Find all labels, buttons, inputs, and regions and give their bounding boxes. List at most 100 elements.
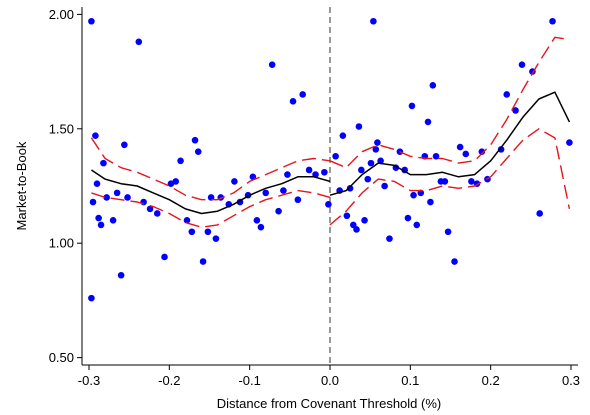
scatter-point (284, 171, 291, 178)
scatter-point (100, 159, 107, 167)
scatter-point (95, 214, 102, 222)
scatter-point (410, 191, 417, 199)
x-tick-label: -0.3 (78, 373, 100, 388)
scatter-point (381, 182, 388, 190)
scatter-point (92, 132, 99, 139)
scatter-point (161, 253, 168, 261)
scatter-points (88, 17, 573, 302)
x-tick-label: 0.0 (321, 373, 339, 388)
scatter-point (289, 98, 297, 105)
scatter-point (386, 235, 393, 242)
scatter-point (109, 217, 117, 224)
scatter-point (370, 17, 377, 25)
scatter-point (88, 294, 95, 302)
scatter-point (427, 198, 434, 206)
scatter-point (262, 189, 270, 197)
x-tick-label: -0.1 (238, 373, 260, 388)
scatter-point (462, 150, 470, 158)
scatter-point (212, 235, 220, 242)
scatter-point (204, 228, 212, 236)
scatter-point (103, 194, 110, 201)
x-tick-label: 0.1 (401, 373, 419, 388)
scatter-point (364, 175, 372, 183)
line-ci-lower-left (91, 189, 331, 228)
scatter-point (372, 146, 380, 153)
y-tick-label: 2.00 (49, 7, 74, 22)
scatter-point (451, 258, 458, 265)
scatter-point (97, 221, 105, 229)
y-axis-label: Market-to-Book (14, 141, 29, 230)
x-axis-label: Distance from Covenant Threshold (%) (217, 396, 441, 411)
scatter-point (191, 136, 199, 144)
scatter-point (408, 102, 416, 110)
scatter-point (113, 189, 121, 197)
scatter-point (199, 258, 207, 265)
scatter-point (512, 107, 519, 114)
scatter-point (444, 228, 452, 236)
scatter-point (497, 146, 505, 153)
scatter-point (468, 178, 475, 185)
scatter-point (294, 196, 302, 204)
scatter-point (404, 214, 412, 222)
series-layer (88, 7, 573, 365)
scatter-point (355, 123, 363, 130)
scatter-point (275, 207, 282, 215)
scatter-point (172, 178, 180, 185)
y-tick-label: 1.50 (49, 121, 74, 136)
scatter-point (183, 217, 191, 224)
scatter-point (424, 118, 432, 126)
scatter-point (146, 205, 154, 213)
line-fit-left (90, 169, 331, 215)
scatter-point (349, 221, 357, 229)
scatter-point (321, 168, 328, 176)
line-ci-lower-right (329, 128, 571, 226)
line-fit-right (329, 91, 571, 196)
scatter-point (135, 38, 143, 46)
scatter-point (268, 61, 276, 69)
scatter-point (188, 228, 196, 236)
scatter-point (249, 173, 257, 181)
scatter-point (93, 180, 101, 188)
scatter-point (117, 271, 125, 279)
scatter-point (518, 61, 526, 69)
scatter-point (346, 184, 354, 192)
scatter-point (503, 91, 511, 98)
scatter-point (325, 201, 332, 208)
x-tick-label: 0.2 (482, 373, 500, 388)
scatter-point (339, 132, 347, 139)
scatter-point (253, 217, 261, 224)
scatter-point (413, 221, 421, 229)
scatter-point (549, 17, 556, 25)
scatter-point (231, 178, 238, 185)
axes-layer: -0.3 -0.2 -0.1 0.0 0.1 0.2 0.3 0.50 1.00 1.50 2.00 (49, 7, 580, 388)
scatter-point (153, 210, 161, 217)
scatter-point (89, 198, 97, 206)
scatter-point (343, 212, 351, 220)
scatter-point (305, 166, 313, 174)
line-ci-upper-left (90, 137, 331, 201)
scatter-point (441, 178, 449, 185)
scatter-point (194, 148, 202, 155)
scatter-point (374, 139, 381, 146)
scatter-point (280, 187, 287, 194)
scatter-point (358, 166, 365, 174)
scatter-point (121, 141, 128, 149)
scatter-point (353, 226, 360, 233)
scatter-point (299, 91, 306, 98)
scatter-point (257, 223, 265, 231)
scatter-point (361, 217, 368, 224)
y-tick-label: 0.50 (49, 350, 74, 365)
x-tick-label: 0.3 (562, 373, 580, 388)
scatter-point (124, 194, 131, 201)
scatter-point (536, 210, 543, 217)
scatter-point (332, 152, 339, 160)
scatter-point (566, 139, 573, 146)
scatter-point (432, 152, 440, 160)
scatter-point (478, 148, 486, 155)
scatter-point (177, 157, 184, 165)
line-ci-upper-right (329, 36, 570, 169)
y-tick-label: 1.00 (49, 236, 74, 251)
scatter-point (429, 82, 437, 89)
